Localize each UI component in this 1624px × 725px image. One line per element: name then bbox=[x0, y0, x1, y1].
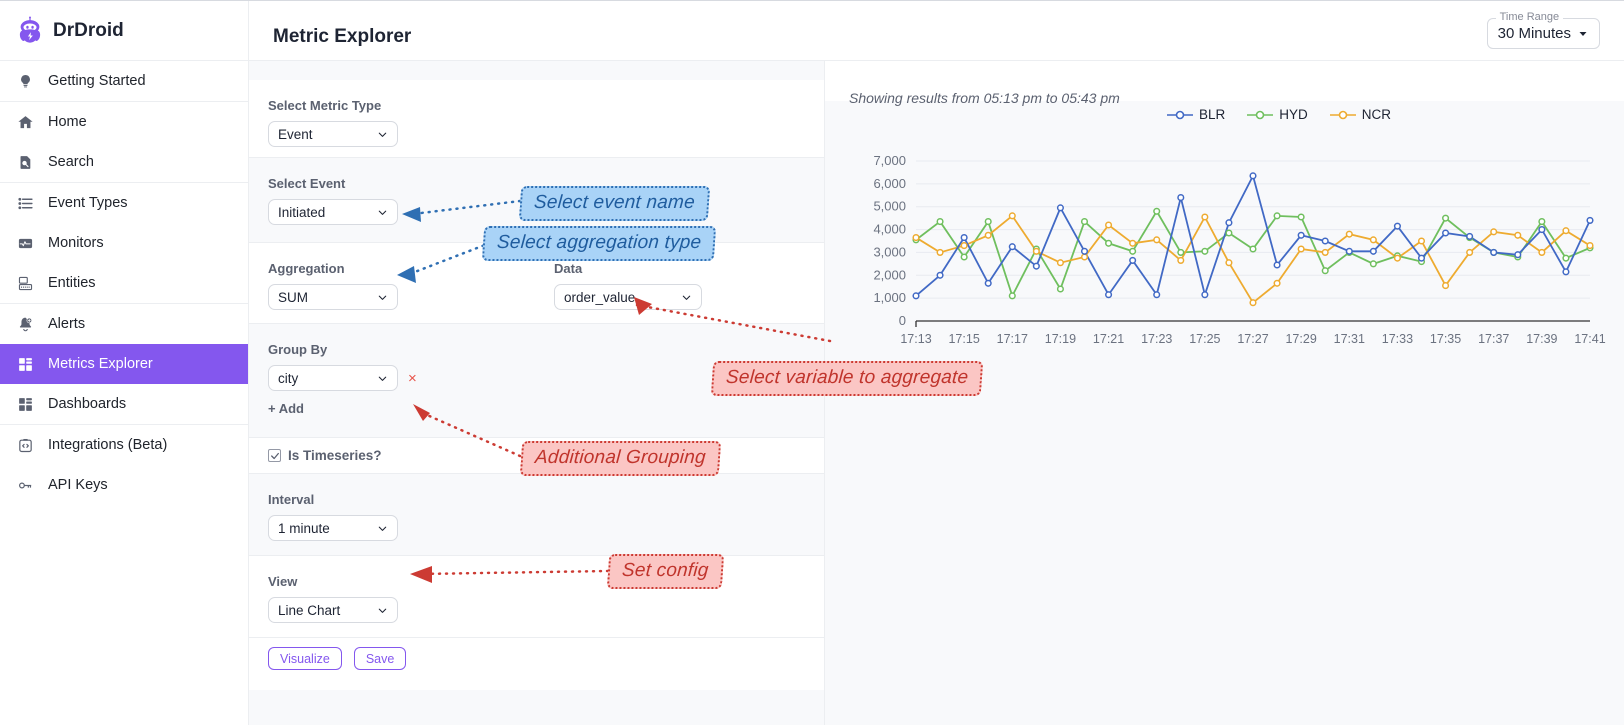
svg-text:3,000: 3,000 bbox=[873, 244, 906, 259]
svg-text:2,000: 2,000 bbox=[873, 267, 906, 282]
svg-text:17:33: 17:33 bbox=[1382, 332, 1413, 346]
svg-text:7,000: 7,000 bbox=[873, 153, 906, 168]
svg-text:17:35: 17:35 bbox=[1430, 332, 1461, 346]
svg-text:6,000: 6,000 bbox=[873, 176, 906, 191]
svg-text:0: 0 bbox=[899, 313, 906, 328]
svg-text:17:37: 17:37 bbox=[1478, 332, 1509, 346]
svg-text:17:19: 17:19 bbox=[1045, 332, 1076, 346]
svg-text:5,000: 5,000 bbox=[873, 199, 906, 214]
svg-text:4,000: 4,000 bbox=[873, 222, 906, 237]
svg-text:17:13: 17:13 bbox=[900, 332, 931, 346]
svg-text:17:27: 17:27 bbox=[1237, 332, 1268, 346]
svg-text:17:17: 17:17 bbox=[997, 332, 1028, 346]
svg-text:1,000: 1,000 bbox=[873, 290, 906, 305]
svg-text:17:21: 17:21 bbox=[1093, 332, 1124, 346]
svg-text:17:23: 17:23 bbox=[1141, 332, 1172, 346]
svg-text:17:31: 17:31 bbox=[1334, 332, 1365, 346]
svg-text:17:25: 17:25 bbox=[1189, 332, 1220, 346]
svg-text:17:39: 17:39 bbox=[1526, 332, 1557, 346]
svg-text:17:41: 17:41 bbox=[1574, 332, 1605, 346]
svg-text:17:29: 17:29 bbox=[1285, 332, 1316, 346]
svg-text:17:15: 17:15 bbox=[948, 332, 979, 346]
